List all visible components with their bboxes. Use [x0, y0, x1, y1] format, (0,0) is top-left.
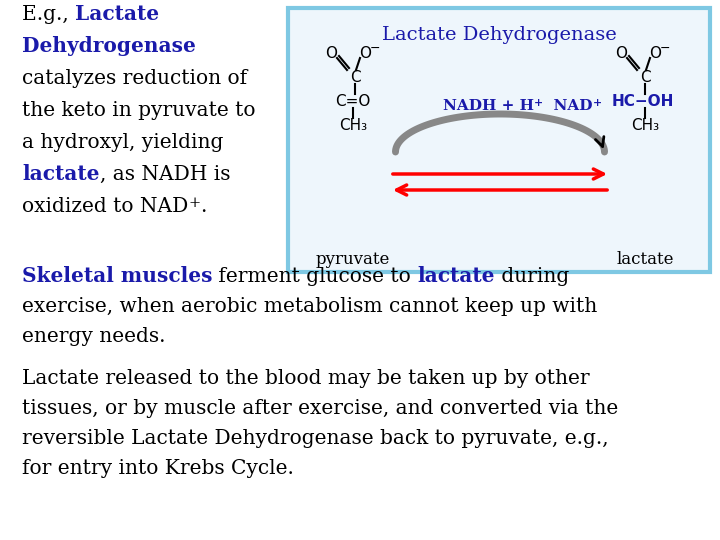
- Text: O: O: [649, 45, 661, 60]
- Text: pyruvate: pyruvate: [316, 252, 390, 268]
- Text: during: during: [495, 267, 570, 286]
- Text: −: −: [370, 42, 380, 55]
- Text: O: O: [359, 45, 371, 60]
- Text: catalyzes reduction of: catalyzes reduction of: [22, 69, 247, 88]
- Text: tissues, or by muscle after exercise, and converted via the: tissues, or by muscle after exercise, an…: [22, 399, 618, 418]
- Text: O: O: [325, 45, 337, 60]
- Text: Lactate: Lactate: [75, 4, 159, 24]
- Text: a hydroxyl, yielding: a hydroxyl, yielding: [22, 133, 223, 152]
- Text: E.g.,: E.g.,: [22, 5, 75, 24]
- Text: C=O: C=O: [336, 93, 371, 109]
- Text: HC−OH: HC−OH: [612, 93, 674, 109]
- Text: NADH + H: NADH + H: [443, 99, 534, 113]
- FancyBboxPatch shape: [288, 8, 710, 272]
- Text: CH₃: CH₃: [631, 118, 659, 132]
- Text: C: C: [639, 70, 650, 84]
- Text: C: C: [350, 70, 360, 84]
- Text: +: +: [188, 196, 200, 210]
- Text: reversible Lactate Dehydrogenase back to pyruvate, e.g.,: reversible Lactate Dehydrogenase back to…: [22, 429, 608, 448]
- Text: Skeletal muscles: Skeletal muscles: [22, 266, 212, 286]
- Text: Lactate Dehydrogenase: Lactate Dehydrogenase: [382, 26, 616, 44]
- Text: −: −: [660, 42, 670, 55]
- Text: energy needs.: energy needs.: [22, 327, 166, 346]
- Text: ferment glucose to: ferment glucose to: [212, 267, 418, 286]
- Text: CH₃: CH₃: [339, 118, 367, 132]
- Text: Lactate released to the blood may be taken up by other: Lactate released to the blood may be tak…: [22, 369, 590, 388]
- Text: +: +: [593, 97, 602, 108]
- Text: lactate: lactate: [616, 252, 674, 268]
- Text: .: .: [200, 197, 207, 216]
- Text: , as NADH is: , as NADH is: [99, 165, 230, 184]
- Text: for entry into Krebs Cycle.: for entry into Krebs Cycle.: [22, 459, 294, 478]
- Text: lactate: lactate: [22, 164, 99, 184]
- Text: NAD: NAD: [543, 99, 593, 113]
- Text: +: +: [534, 97, 543, 108]
- Text: exercise, when aerobic metabolism cannot keep up with: exercise, when aerobic metabolism cannot…: [22, 297, 598, 316]
- Text: lactate: lactate: [418, 266, 495, 286]
- Text: Dehydrogenase: Dehydrogenase: [22, 36, 196, 56]
- Text: oxidized to NAD: oxidized to NAD: [22, 197, 188, 216]
- Text: the keto in pyruvate to: the keto in pyruvate to: [22, 101, 256, 120]
- Text: O: O: [615, 45, 627, 60]
